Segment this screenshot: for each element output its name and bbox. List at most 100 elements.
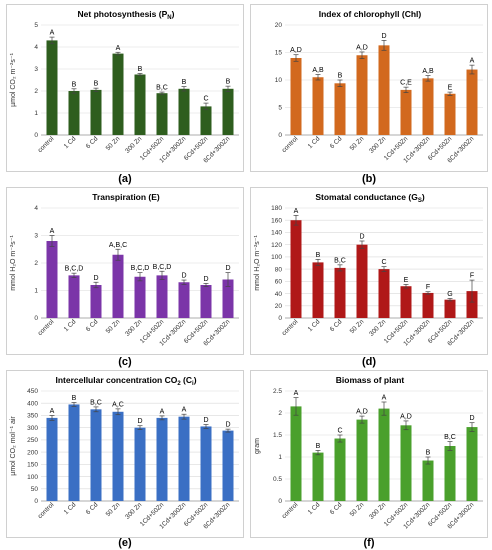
y-tick-label: 2 <box>278 410 282 417</box>
significance-letter: B <box>338 73 343 80</box>
y-tick-label: 1.5 <box>273 432 282 439</box>
significance-letter: D <box>181 273 186 280</box>
chart-svg: Net photosynthesis (PN) 0 1 2 3 4 5 µmol CO₂ m⁻… <box>10 9 239 165</box>
y-tick-label: 200 <box>27 449 38 456</box>
x-tick-label: 300 Zn <box>124 318 144 338</box>
bar <box>290 220 302 318</box>
y-tick-label: 350 <box>27 413 38 420</box>
y-tick-label: 15 <box>275 50 283 57</box>
significance-letter: D <box>359 234 364 241</box>
x-tick-label: 1 Cd <box>63 501 78 516</box>
y-tick-label: 1 <box>278 454 282 461</box>
significance-letter: B <box>316 443 321 450</box>
significance-letter: B <box>226 79 231 86</box>
bar <box>444 299 456 318</box>
significance-letter: A,B <box>312 67 324 74</box>
x-tick-label: 6 Cd <box>329 501 344 516</box>
bar <box>46 40 58 135</box>
bar <box>290 58 302 135</box>
y-tick-label: 100 <box>27 474 38 481</box>
bar <box>156 93 168 135</box>
x-tick-label: control <box>37 501 56 520</box>
y-tick-label: 0 <box>34 315 38 322</box>
significance-letter: D <box>469 415 474 422</box>
panel-label: (b) <box>361 173 377 185</box>
significance-letter: B <box>72 395 77 402</box>
significance-letter: A <box>116 45 121 52</box>
y-tick-label: 0 <box>278 132 282 139</box>
chart-svg: Stomatal conductance (GS) 0 20 40 60 80 100 120… <box>254 192 483 348</box>
bar <box>68 404 80 501</box>
significance-letter: C <box>337 428 342 435</box>
significance-letter: A,D <box>290 47 302 54</box>
y-tick-label: 450 <box>27 388 38 395</box>
bar <box>422 292 434 318</box>
significance-letter: B,C <box>334 257 346 264</box>
x-tick-label: control <box>281 135 300 154</box>
chart-svg: Intercellular concentration CO2 (Ci) 0 50 1… <box>10 375 239 531</box>
bar <box>378 269 390 318</box>
bar <box>290 406 302 501</box>
x-tick-label: 300 Zn <box>368 135 388 155</box>
chart-panel: Intercellular concentration CO2 (Ci) 0 50 1… <box>6 370 244 538</box>
y-tick-label: 50 <box>31 486 39 493</box>
y-tick-label: 2.5 <box>273 388 282 395</box>
bar <box>422 460 434 501</box>
bar <box>356 419 368 501</box>
x-tick-label: 6 Cd <box>329 135 344 150</box>
bar <box>178 282 190 318</box>
significance-letter: C <box>203 96 208 103</box>
bar <box>222 279 234 318</box>
chart-title: Intercellular concentration CO2 (Ci) <box>55 375 196 387</box>
panel-label: (c) <box>118 356 132 368</box>
y-tick-label: 60 <box>275 279 283 286</box>
significance-letter: A <box>382 395 387 402</box>
y-tick-label: 40 <box>275 291 283 298</box>
y-axis-label: µmol CO₂ mol⁻¹ air <box>10 416 17 476</box>
y-tick-label: 10 <box>275 77 283 84</box>
x-tick-label: control <box>281 501 300 520</box>
x-tick-label: 300 Zn <box>124 501 144 521</box>
y-tick-label: 0 <box>278 498 282 505</box>
x-tick-label: 6 Cd <box>85 318 100 333</box>
y-tick-label: 3 <box>34 233 38 240</box>
significance-letter: B,C,D <box>131 265 150 272</box>
bar <box>444 446 456 501</box>
significance-letter: A,B <box>422 68 434 75</box>
bar <box>312 452 324 501</box>
y-tick-label: 150 <box>27 462 38 469</box>
y-axis-label: mmol H₂O m⁻²s⁻¹ <box>10 235 17 291</box>
significance-letter: A,B,C <box>109 242 127 249</box>
bar <box>378 408 390 501</box>
significance-letter: B <box>138 66 143 73</box>
bar <box>466 291 478 318</box>
significance-letter: B <box>426 450 431 457</box>
chart-svg: Biomass of plant 0 0.5 1 1.5 2 2.5 gram Acontrol… <box>254 375 483 531</box>
y-tick-label: 1 <box>34 288 38 295</box>
x-tick-label: 1 Cd <box>307 135 322 150</box>
x-tick-label: 50 Zn <box>349 318 366 335</box>
significance-letter: D <box>203 276 208 283</box>
bar <box>466 69 478 135</box>
bar <box>156 417 168 501</box>
bar <box>200 285 212 318</box>
bar <box>68 275 80 318</box>
panel-label: (d) <box>361 356 377 368</box>
x-tick-label: control <box>37 135 56 154</box>
bar <box>112 411 124 501</box>
bar <box>466 427 478 501</box>
y-tick-label: 250 <box>27 437 38 444</box>
bar <box>334 267 346 318</box>
bar <box>134 74 146 135</box>
x-tick-label: 50 Zn <box>105 318 122 335</box>
y-tick-label: 100 <box>271 254 282 261</box>
bar <box>134 427 146 501</box>
significance-letter: B <box>316 252 321 259</box>
bar <box>444 93 456 135</box>
bar <box>400 89 412 135</box>
x-tick-label: 50 Zn <box>105 135 122 152</box>
y-tick-label: 400 <box>27 400 38 407</box>
chart-title: Stomatal conductance (GS) <box>315 192 425 204</box>
